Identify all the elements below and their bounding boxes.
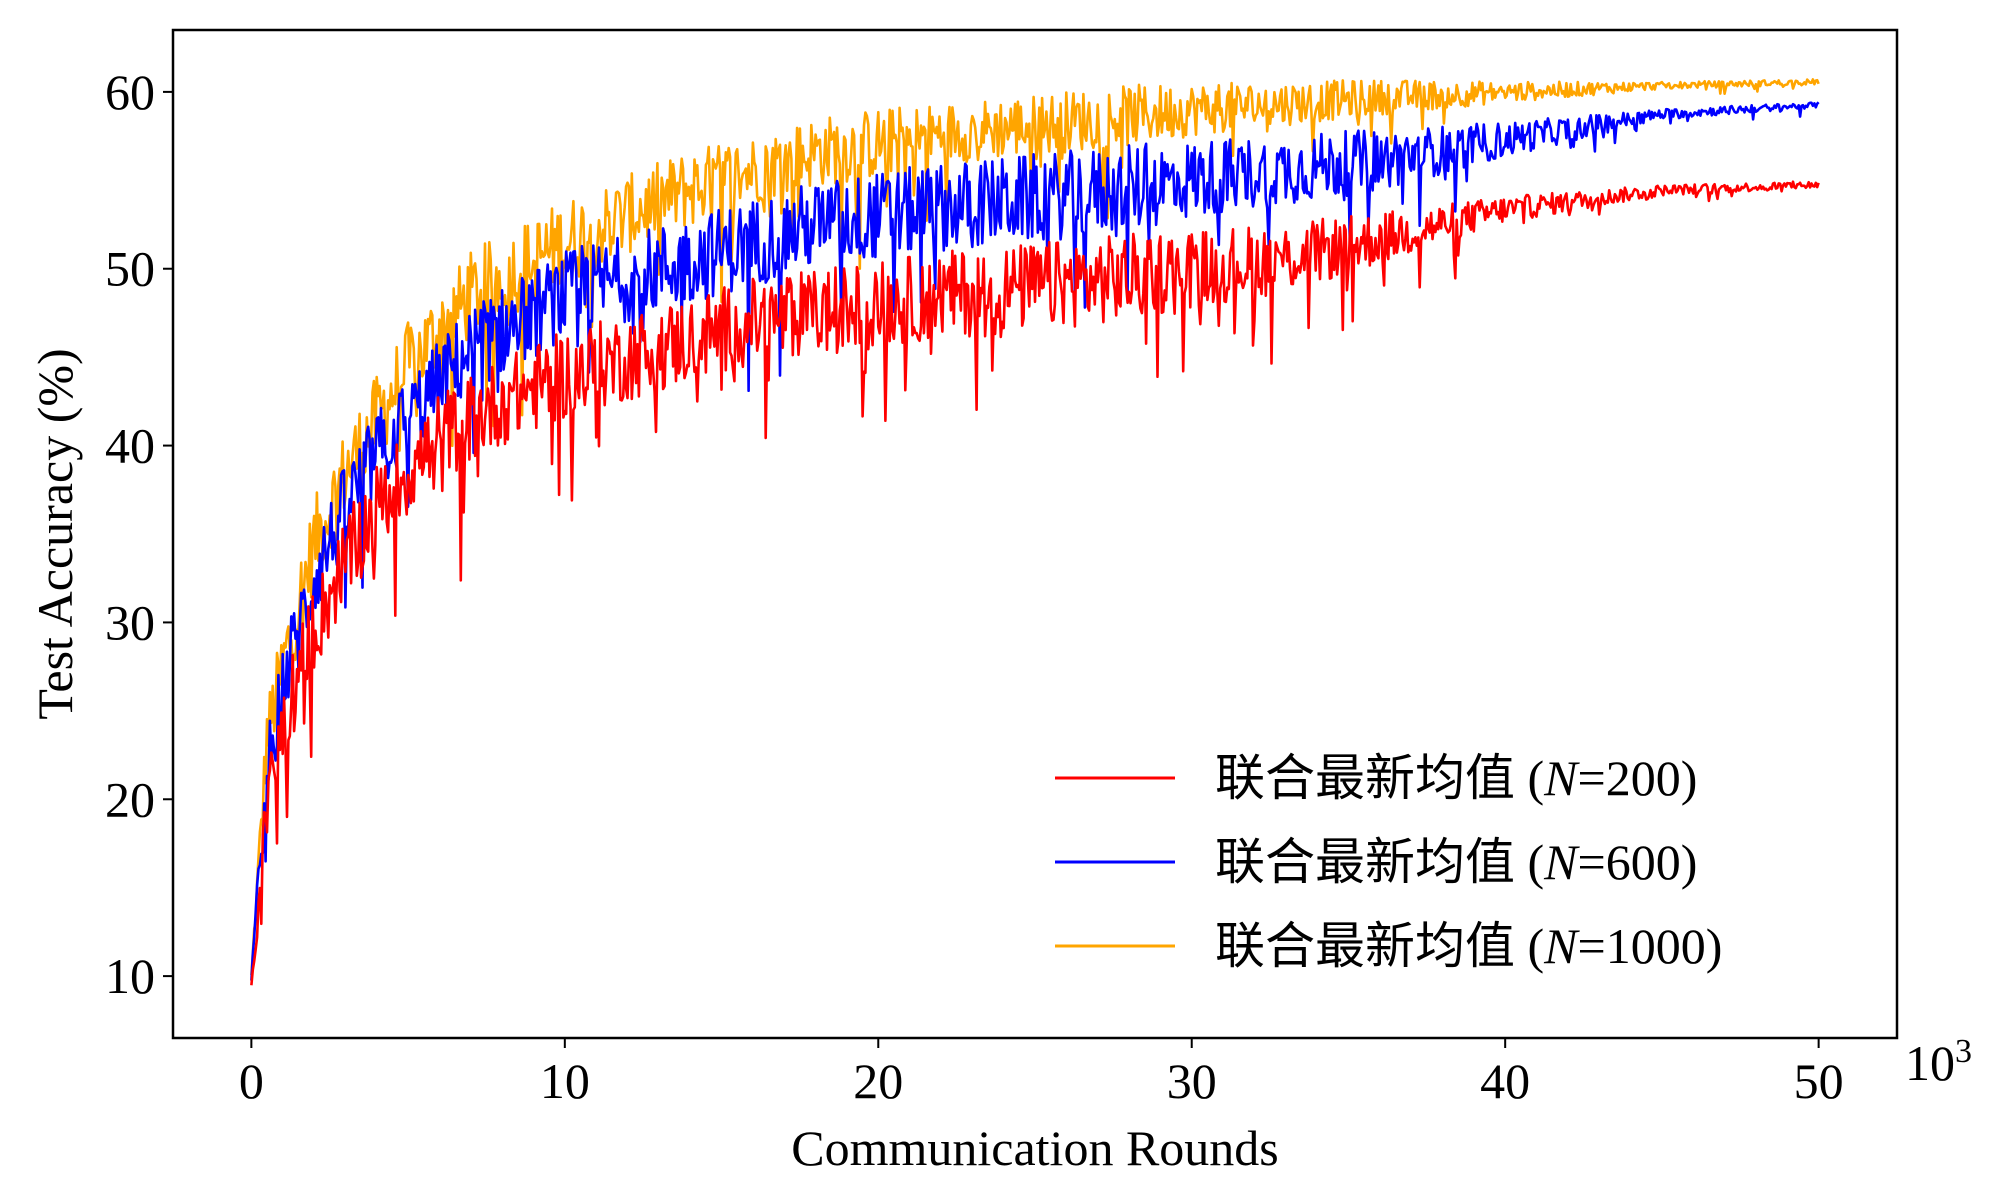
legend-label: 联合最新均值 (N=600) [1215, 834, 1697, 890]
legend-label-text: 联合最新均值 ( [1215, 750, 1544, 806]
legend-label: 联合最新均值 (N=200) [1215, 750, 1697, 806]
y-tick-label: 50 [105, 241, 155, 297]
x-axis-multiplier-base: 10 [1905, 1035, 1955, 1091]
legend-label: 联合最新均值 (N=1000) [1215, 918, 1722, 974]
y-tick-label: 10 [105, 948, 155, 1004]
x-tick-label: 30 [1167, 1053, 1217, 1109]
x-axis-multiplier-exponent: 3 [1955, 1033, 1972, 1070]
series-layer [250, 78, 1820, 986]
series-line-1 [250, 78, 1820, 976]
y-axis-ticks: 10 20 30 40 50 60 [105, 64, 173, 1004]
y-tick-label: 60 [105, 64, 155, 120]
x-axis-label: Communication Rounds [791, 1120, 1279, 1176]
legend-label-text: 联合最新均值 ( [1215, 834, 1544, 890]
legend-label-value: =1000) [1578, 918, 1723, 974]
series-line-3 [250, 180, 1820, 986]
x-tick-label: 40 [1480, 1053, 1530, 1109]
legend-label-variable: N [1543, 750, 1580, 806]
legend-label-variable: N [1543, 834, 1580, 890]
legend-label-text: 联合最新均值 ( [1215, 918, 1544, 974]
x-tick-label: 20 [853, 1053, 903, 1109]
x-tick-label: 0 [239, 1053, 264, 1109]
legend: 联合最新均值 (N=200)联合最新均值 (N=600)联合最新均值 (N=10… [1055, 750, 1722, 974]
legend-label-variable: N [1543, 918, 1580, 974]
y-tick-label: 20 [105, 771, 155, 827]
y-axis-label: Test Accuracy (%) [27, 348, 83, 719]
x-axis-multiplier: 103 [1905, 1033, 1972, 1091]
legend-label-value: =200) [1578, 750, 1698, 806]
x-tick-label: 10 [540, 1053, 590, 1109]
legend-label-value: =600) [1578, 834, 1698, 890]
series-line-2 [250, 101, 1820, 981]
y-tick-label: 40 [105, 418, 155, 474]
y-tick-label: 30 [105, 594, 155, 650]
x-axis-ticks: 0 10 20 30 40 50 [239, 1038, 1844, 1109]
x-tick-label: 50 [1794, 1053, 1844, 1109]
plot-frame [171, 28, 1899, 1040]
